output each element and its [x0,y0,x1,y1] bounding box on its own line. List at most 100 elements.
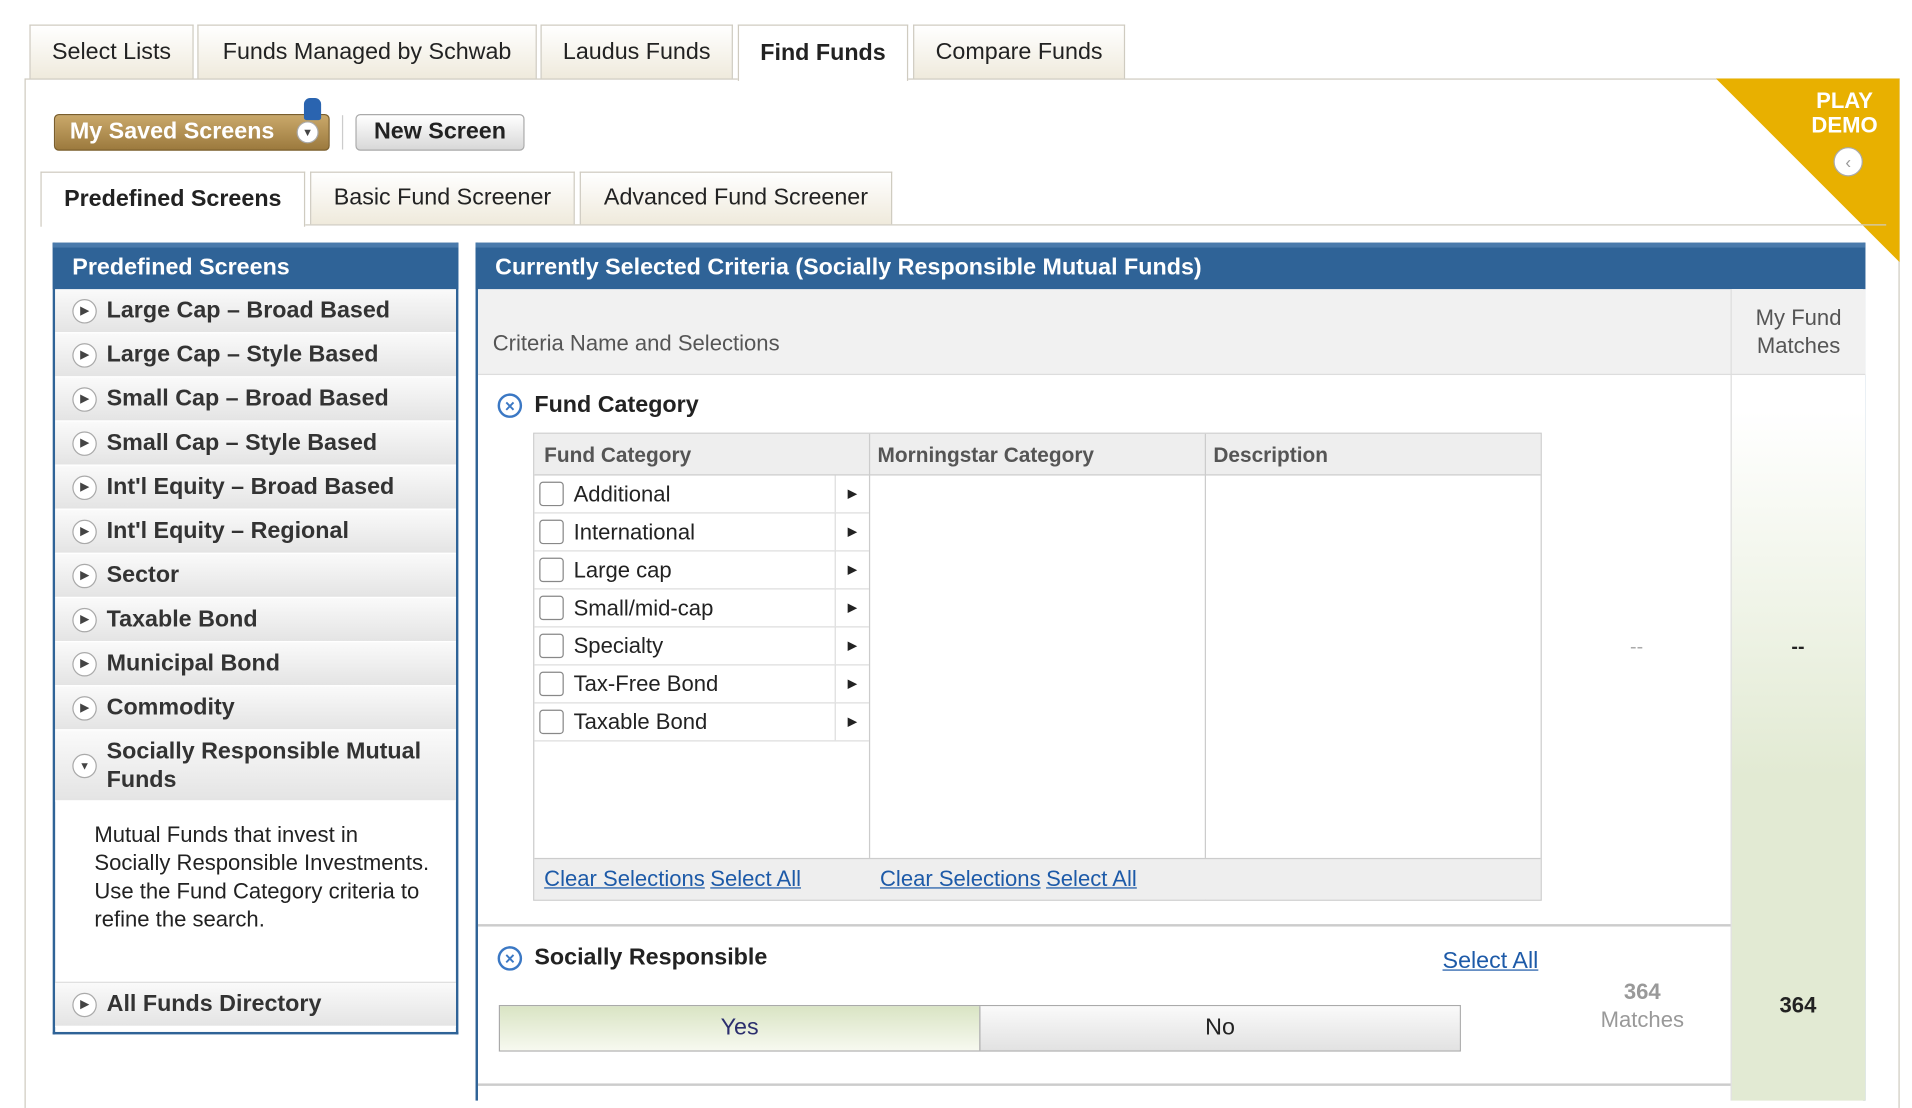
clear-selections-link[interactable]: Clear Selections [544,866,705,892]
chevron-right-icon: ▶ [72,298,97,323]
sidebar-item[interactable]: ▶ Int'l Equity – Broad Based [55,465,456,510]
sidebar-description: Mutual Funds that invest in Socially Res… [55,802,456,983]
chevron-down-icon: ▼ [296,121,319,144]
select-all-link[interactable]: Select All [710,866,802,892]
sidebar-item[interactable]: ▶ Sector [55,553,456,599]
caret-right-icon[interactable]: ▶ [834,513,869,551]
chevron-right-icon: ▶ [72,695,97,721]
option-label: International [573,519,696,544]
caret-right-icon[interactable]: ▶ [834,551,869,589]
option-label: Large cap [573,557,672,582]
sidebar-item[interactable]: ▶ Large Cap – Broad Based [55,289,456,334]
col-criteria: Criteria Name and Selections [492,330,780,356]
matches-count: 364 Matches [1569,978,1716,1034]
remove-criteria-icon[interactable]: × [497,946,523,971]
fund-category-option[interactable]: Small/mid-cap ▶ [534,589,869,628]
predefined-screens-panel: Predefined Screens ▶ Large Cap – Broad Ba… [52,242,459,1035]
checkbox[interactable] [539,557,564,583]
sidebar-item[interactable]: ▶ Small Cap – Broad Based [55,377,456,422]
tab-funds-managed-by-schwab[interactable]: Funds Managed by Schwab [197,24,537,79]
fund-category-option[interactable]: International ▶ [534,513,869,552]
chevron-down-icon: ▼ [72,753,97,778]
header-description: Description [1213,443,1328,467]
checkbox[interactable] [539,519,564,545]
sidebar-item[interactable]: ▶ Int'l Equity – Regional [55,509,456,554]
chevron-right-icon: ▶ [72,651,97,676]
chevron-right-icon: ▶ [72,430,97,456]
lock-icon [303,98,322,121]
header-fund-category: Fund Category [544,443,692,467]
play-demo-banner[interactable] [1715,78,1900,263]
tab-basic-fund-screener[interactable]: Basic Fund Screener [310,171,575,225]
col-my-matches: My Fund Matches [1730,289,1866,376]
play-demo-label[interactable]: PLAY DEMO [1802,88,1888,137]
sidebar-item-label: All Funds Directory [106,990,322,1017]
tab-predefined-screens[interactable]: Predefined Screens [40,171,306,227]
matches-number: 364 [1623,979,1661,1004]
tab-advanced-fund-screener[interactable]: Advanced Fund Screener [579,171,893,225]
fund-category-option[interactable]: Large cap ▶ [534,551,869,590]
fund-category-option[interactable]: Specialty ▶ [534,627,869,666]
fund-category-matches: -- [1630,637,1644,659]
sidebar-item[interactable]: ▶ Taxable Bond [55,598,456,643]
chevron-right-icon: ▶ [72,563,97,588]
sidebar-item[interactable]: ▶ Small Cap – Style Based [55,421,456,466]
fund-category-heading: × Fund Category [497,392,699,419]
my-matches-column [1730,289,1866,1101]
sidebar-item-label: Small Cap – Broad Based [106,385,389,412]
play-label: PLAY [1816,88,1873,113]
checkbox[interactable] [539,671,564,697]
sidebar-item[interactable]: ▶ Large Cap – Style Based [55,333,456,378]
clear-selections-link[interactable]: Clear Selections [879,866,1041,892]
chevron-right-icon: ▶ [72,474,97,500]
fund-category-option[interactable]: Taxable Bond ▶ [534,703,869,742]
checkbox[interactable] [539,633,564,659]
sidebar-item-socially-responsible[interactable]: ▼ Socially Responsible Mutual Funds [55,730,456,802]
sidebar-item-label: Small Cap – Style Based [106,429,378,456]
tab-select-lists[interactable]: Select Lists [29,24,194,79]
remove-criteria-icon[interactable]: × [497,393,523,418]
chevron-right-icon: ▶ [72,992,97,1017]
my-saved-screens-label: My Saved Screens [69,118,275,145]
select-all-link[interactable]: Select All [1442,948,1539,975]
chevron-left-icon[interactable]: ‹ [1833,147,1863,177]
no-option[interactable]: No [980,1006,1460,1051]
caret-right-icon[interactable]: ▶ [834,475,869,513]
new-screen-button[interactable]: New Screen [355,113,525,151]
checkbox[interactable] [539,595,564,621]
option-label: Specialty [573,633,664,658]
caret-right-icon[interactable]: ▶ [834,627,869,665]
yes-option[interactable]: Yes [500,1006,981,1051]
sidebar-item[interactable]: ▶ Municipal Bond [55,642,456,687]
tab-find-funds[interactable]: Find Funds [737,24,909,81]
sidebar-item-label: Commodity [106,694,235,721]
demo-label: DEMO [1811,112,1878,138]
caret-right-icon[interactable]: ▶ [834,589,869,627]
my-fund-matches-value: 364 [1779,992,1817,1018]
sidebar-item-label: Taxable Bond [106,606,258,632]
criteria-panel: Currently Selected Criteria (Socially Re… [475,242,1866,1101]
select-all-link[interactable]: Select All [1046,866,1137,892]
option-label: Additional [573,481,671,506]
fund-category-option[interactable]: Additional ▶ [534,475,869,514]
sidebar-item-label: Sector [106,561,180,588]
content-frame [24,78,1900,1108]
sidebar-title: Predefined Screens [52,242,459,290]
caret-right-icon[interactable]: ▶ [834,665,869,703]
option-label: Small/mid-cap [573,595,714,620]
matches-label: Matches [1600,1007,1684,1032]
divider [477,924,1731,927]
tab-compare-funds[interactable]: Compare Funds [913,24,1126,79]
fund-category-option[interactable]: Tax-Free Bond ▶ [534,665,869,704]
sidebar-item[interactable]: ▶ Commodity [55,686,456,731]
checkbox[interactable] [539,709,564,735]
tab-laudus-funds[interactable]: Laudus Funds [540,24,733,79]
column-header [477,289,1863,376]
my-saved-screens-button[interactable]: My Saved Screens ▼ [53,113,330,151]
criteria-title: Currently Selected Criteria (Socially Re… [475,242,1866,290]
sidebar-item-label: Socially Responsible Mutual Funds [106,738,422,793]
caret-right-icon[interactable]: ▶ [834,703,869,741]
fund-category-title: Fund Category [534,392,699,418]
checkbox[interactable] [539,481,564,507]
sidebar-item-all-funds-directory[interactable]: ▶ All Funds Directory [55,982,456,1028]
